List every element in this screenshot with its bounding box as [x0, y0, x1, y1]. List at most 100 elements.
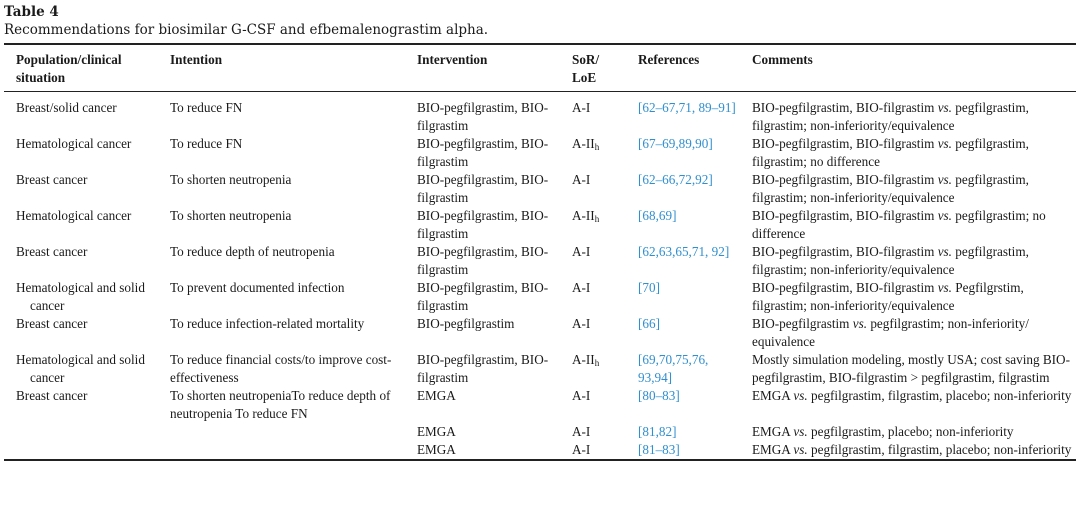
intervention-text: BIO-pegfilgrastim, BIO-filgrastim: [417, 171, 556, 207]
comments-text: BIO-pegfilgrastim, BIO-filgrastim vs. pe…: [752, 135, 1072, 171]
intervention-text: BIO-pegfilgrastim, BIO-filgrastim: [417, 243, 556, 279]
cell-population: Hematological and solid cancer: [4, 351, 158, 387]
cell-references: [62–67,71, 89–91]: [626, 92, 740, 135]
reference-link[interactable]: [70]: [638, 279, 736, 297]
header-intention: Intention: [158, 45, 405, 91]
cell-intervention: BIO-pegfilgrastim, BIO-filgrastim: [405, 135, 560, 171]
reference-link[interactable]: [62–67,71, 89–91]: [638, 99, 736, 117]
cell-intervention: BIO-pegfilgrastim, BIO-filgrastim: [405, 92, 560, 135]
cell-intervention: BIO-pegfilgrastim, BIO-filgrastim: [405, 243, 560, 279]
population-text: Breast cancer: [16, 315, 154, 333]
cell-comments: BIO-pegfilgrastim, BIO-filgrastim vs. pe…: [740, 171, 1076, 207]
cell-sor: A-I: [560, 243, 626, 279]
cell-intervention: BIO-pegfilgrastim, BIO-filgrastim: [405, 279, 560, 315]
cell-intention: [158, 423, 405, 441]
cell-comments: BIO-pegfilgrastim, BIO-filgrastim vs. pe…: [740, 135, 1076, 171]
cell-references: [81–83]: [626, 441, 740, 459]
table-row: Hematological and solid cancer To reduce …: [4, 351, 1076, 387]
cell-references: [69,70,75,76, 93,94]: [626, 351, 740, 387]
cell-population: Hematological cancer: [4, 207, 158, 243]
cell-intention: To shorten neutropenia: [158, 171, 405, 207]
cell-sor: A-I: [560, 92, 626, 135]
cell-sor: A-I: [560, 171, 626, 207]
reference-link[interactable]: [62,63,65,71, 92]: [638, 243, 736, 261]
cell-sor: A-I: [560, 441, 626, 459]
population-text: Breast cancer: [16, 243, 154, 261]
intervention-text: BIO-pegfilgrastim: [417, 315, 556, 333]
intervention-text: BIO-pegfilgrastim, BIO-filgrastim: [417, 135, 556, 171]
reference-link[interactable]: [81–83]: [638, 441, 736, 459]
cell-references: [81,82]: [626, 423, 740, 441]
population-text: Breast cancer: [16, 387, 154, 405]
recommendations-body: Breast/solid cancer To reduce FN BIO-pegfi…: [4, 92, 1076, 459]
comments-text: BIO-pegfilgrastim, BIO-filgrastim vs. pe…: [752, 243, 1072, 279]
population-text: Breast cancer: [16, 171, 154, 189]
bottom-rule: [4, 459, 1076, 461]
cell-intention: To shorten neutropeniaTo reduce depth of…: [158, 387, 405, 423]
cell-intervention: BIO-pegfilgrastim, BIO-filgrastim: [405, 171, 560, 207]
table-row: Hematological cancer To shorten neutropen…: [4, 207, 1076, 243]
cell-references: [62,63,65,71, 92]: [626, 243, 740, 279]
table-title: Recommendations for biosimilar G-CSF and…: [4, 22, 1076, 39]
reference-link[interactable]: [81,82]: [638, 423, 736, 441]
cell-intention: To reduce FN: [158, 135, 405, 171]
loe-subscript: h: [595, 142, 600, 152]
reference-link[interactable]: [66]: [638, 315, 736, 333]
intention-text: To prevent documented infection: [170, 279, 401, 297]
header-references: References: [626, 45, 740, 91]
cell-population: Breast/solid cancer: [4, 92, 158, 135]
header-intervention: Intervention: [405, 45, 560, 91]
cell-comments: EMGA vs. pegfilgrastim, filgrastim, plac…: [740, 387, 1076, 423]
reference-link[interactable]: [67–69,89,90]: [638, 135, 736, 153]
reference-link[interactable]: [69,70,75,76, 93,94]: [638, 351, 736, 387]
table-row: Breast cancer To shorten neutropenia BIO-p…: [4, 171, 1076, 207]
intervention-text: EMGA: [417, 441, 556, 459]
cell-population: Breast cancer: [4, 387, 158, 423]
comments-text: Mostly simulation modeling, mostly USA; …: [752, 351, 1072, 387]
cell-references: [66]: [626, 315, 740, 351]
table-row: Hematological and solid cancer To prevent…: [4, 279, 1076, 315]
comments-text: EMGA vs. pegfilgrastim, placebo; non-inf…: [752, 423, 1072, 441]
sor-value: A-II: [572, 208, 595, 223]
intervention-text: EMGA: [417, 423, 556, 441]
sor-value: A-I: [572, 244, 590, 259]
cell-population: Hematological and solid cancer: [4, 279, 158, 315]
cell-sor: A-I: [560, 387, 626, 423]
cell-intention: To reduce FN: [158, 92, 405, 135]
cell-references: [80–83]: [626, 387, 740, 423]
cell-population: Hematological cancer: [4, 135, 158, 171]
population-text: Hematological cancer: [16, 207, 154, 225]
reference-link[interactable]: [80–83]: [638, 387, 736, 405]
population-text: Hematological and solid cancer: [16, 279, 154, 315]
intention-text: To reduce FN: [170, 135, 401, 153]
cell-sor: A-I: [560, 279, 626, 315]
sor-value: A-I: [572, 100, 590, 115]
reference-link[interactable]: [68,69]: [638, 207, 736, 225]
reference-link[interactable]: [62–66,72,92]: [638, 171, 736, 189]
cell-sor: A-IIh: [560, 135, 626, 171]
cell-comments: BIO-pegfilgrastim vs. pegfilgrastim; non…: [740, 315, 1076, 351]
comments-text: BIO-pegfilgrastim, BIO-filgrastim vs. pe…: [752, 207, 1072, 243]
intervention-text: BIO-pegfilgrastim, BIO-filgrastim: [417, 99, 556, 135]
cell-intervention: BIO-pegfilgrastim, BIO-filgrastim: [405, 207, 560, 243]
table-row: Breast cancer To reduce depth of neutrope…: [4, 243, 1076, 279]
intervention-text: BIO-pegfilgrastim, BIO-filgrastim: [417, 351, 556, 387]
cell-comments: EMGA vs. pegfilgrastim, placebo; non-inf…: [740, 423, 1076, 441]
header-sor-loe: SoR/LoE: [560, 45, 626, 91]
loe-subscript: h: [595, 214, 600, 224]
cell-intervention: EMGA: [405, 387, 560, 423]
cell-references: [62–66,72,92]: [626, 171, 740, 207]
cell-intervention: BIO-pegfilgrastim, BIO-filgrastim: [405, 351, 560, 387]
cell-comments: BIO-pegfilgrastim, BIO-filgrastim vs. pe…: [740, 243, 1076, 279]
cell-sor: A-I: [560, 315, 626, 351]
cell-intention: To reduce financial costs/to improve cos…: [158, 351, 405, 387]
sor-value: A-II: [572, 136, 595, 151]
table-row: EMGA A-I [81,82] EMGA vs. pegfilgrastim, pl…: [4, 423, 1076, 441]
cell-intervention: EMGA: [405, 423, 560, 441]
cell-intention: To reduce depth of neutropenia: [158, 243, 405, 279]
intention-text: To reduce infection-related mortality: [170, 315, 401, 333]
cell-comments: BIO-pegfilgrastim, BIO-filgrastim vs. Pe…: [740, 279, 1076, 315]
population-text: Hematological and solid cancer: [16, 351, 154, 387]
intention-text: To shorten neutropenia: [170, 171, 401, 189]
loe-subscript: h: [595, 358, 600, 368]
